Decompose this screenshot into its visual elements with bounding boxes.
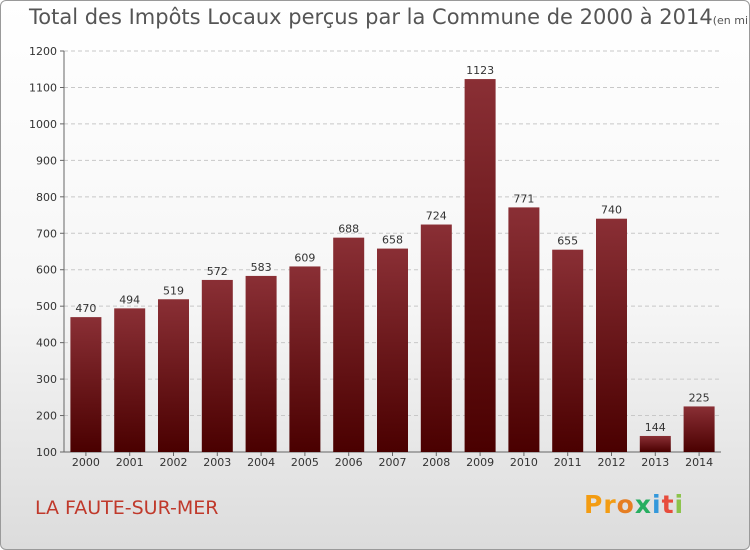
bar	[596, 218, 627, 452]
y-tick-label: 1200	[29, 45, 57, 58]
bar-value-label: 1123	[466, 64, 494, 77]
logo-letter: o	[616, 490, 635, 519]
bar-value-label: 144	[645, 421, 666, 434]
bar-value-label: 688	[338, 223, 359, 236]
bar	[201, 279, 233, 452]
x-tick-label: 2006	[335, 456, 363, 469]
bar	[245, 275, 277, 452]
chart-title-text: Total des Impôts Locaux perçus par la Co…	[29, 5, 713, 29]
bars	[70, 79, 715, 452]
axes: 100 200 300 400 500 600 700 800 900 1000 1100 1200 2…	[29, 45, 721, 469]
logo-letter: P	[584, 490, 604, 519]
x-tick-label: 2013	[641, 456, 669, 469]
bar-value-label: 494	[119, 293, 140, 306]
commune-name: LA FAUTE-SUR-MER	[35, 497, 219, 519]
bar-value-label: 771	[513, 192, 534, 205]
bar	[158, 299, 189, 452]
y-tick-label: 400	[36, 337, 57, 350]
x-tick-label: 2001	[116, 456, 144, 469]
y-tick-label: 1100	[29, 81, 57, 94]
bar-value-label: 609	[294, 251, 315, 264]
bar	[333, 237, 365, 452]
bar	[114, 308, 146, 452]
bar	[683, 406, 715, 452]
bar	[464, 79, 496, 452]
logo-letter: r	[603, 490, 617, 519]
bar	[420, 224, 452, 452]
y-tick-label: 700	[36, 227, 57, 240]
x-tick-label: 2012	[598, 456, 626, 469]
chart-title: Total des Impôts Locaux perçus par la Co…	[29, 5, 749, 29]
y-tick-label: 900	[36, 154, 57, 167]
bar-value-label: 583	[251, 261, 272, 274]
bar-value-label: 519	[163, 284, 184, 297]
bar	[377, 248, 408, 452]
x-tick-label: 2003	[203, 456, 231, 469]
x-tick-label: 2002	[160, 456, 188, 469]
y-tick-label: 500	[36, 300, 57, 313]
bar	[508, 207, 540, 452]
bar-value-label: 655	[557, 235, 578, 248]
bar-value-label: 225	[689, 391, 710, 404]
y-tick-label: 800	[36, 191, 57, 204]
y-tick-label: 100	[36, 446, 57, 459]
y-tick-label: 600	[36, 264, 57, 277]
bar	[552, 249, 584, 452]
bar	[70, 317, 102, 452]
bar-value-label: 572	[207, 265, 228, 278]
x-tick-label: 2005	[291, 456, 319, 469]
x-tick-label: 2007	[379, 456, 407, 469]
logo-letter: i	[652, 490, 662, 519]
x-tick-label: 2008	[422, 456, 450, 469]
bar-value-label: 470	[75, 302, 96, 315]
x-tick-label: 2010	[510, 456, 538, 469]
logo-letter: t	[661, 490, 675, 519]
chart-unit: (en milliers d'€)	[712, 14, 749, 27]
x-tick-label: 2004	[247, 456, 275, 469]
bar	[289, 266, 321, 452]
logo-letter: x	[634, 490, 652, 519]
value-labels: 470 494 519 572 583 609 688 658 724 1123 771 655 740…	[75, 64, 709, 434]
bar-value-label: 740	[601, 204, 622, 217]
y-tick-label: 300	[36, 373, 57, 386]
proxiti-logo: Proxiti	[584, 490, 684, 519]
x-tick-label: 2014	[685, 456, 713, 469]
bar-value-label: 658	[382, 234, 403, 247]
bar	[639, 435, 671, 452]
y-tick-label: 1000	[29, 118, 57, 131]
y-tick-label: 200	[36, 410, 57, 423]
x-tick-label: 2011	[554, 456, 582, 469]
logo-letter: i	[674, 490, 685, 519]
x-tick-label: 2000	[72, 456, 100, 469]
bar-value-label: 724	[426, 210, 447, 223]
x-tick-label: 2009	[466, 456, 494, 469]
